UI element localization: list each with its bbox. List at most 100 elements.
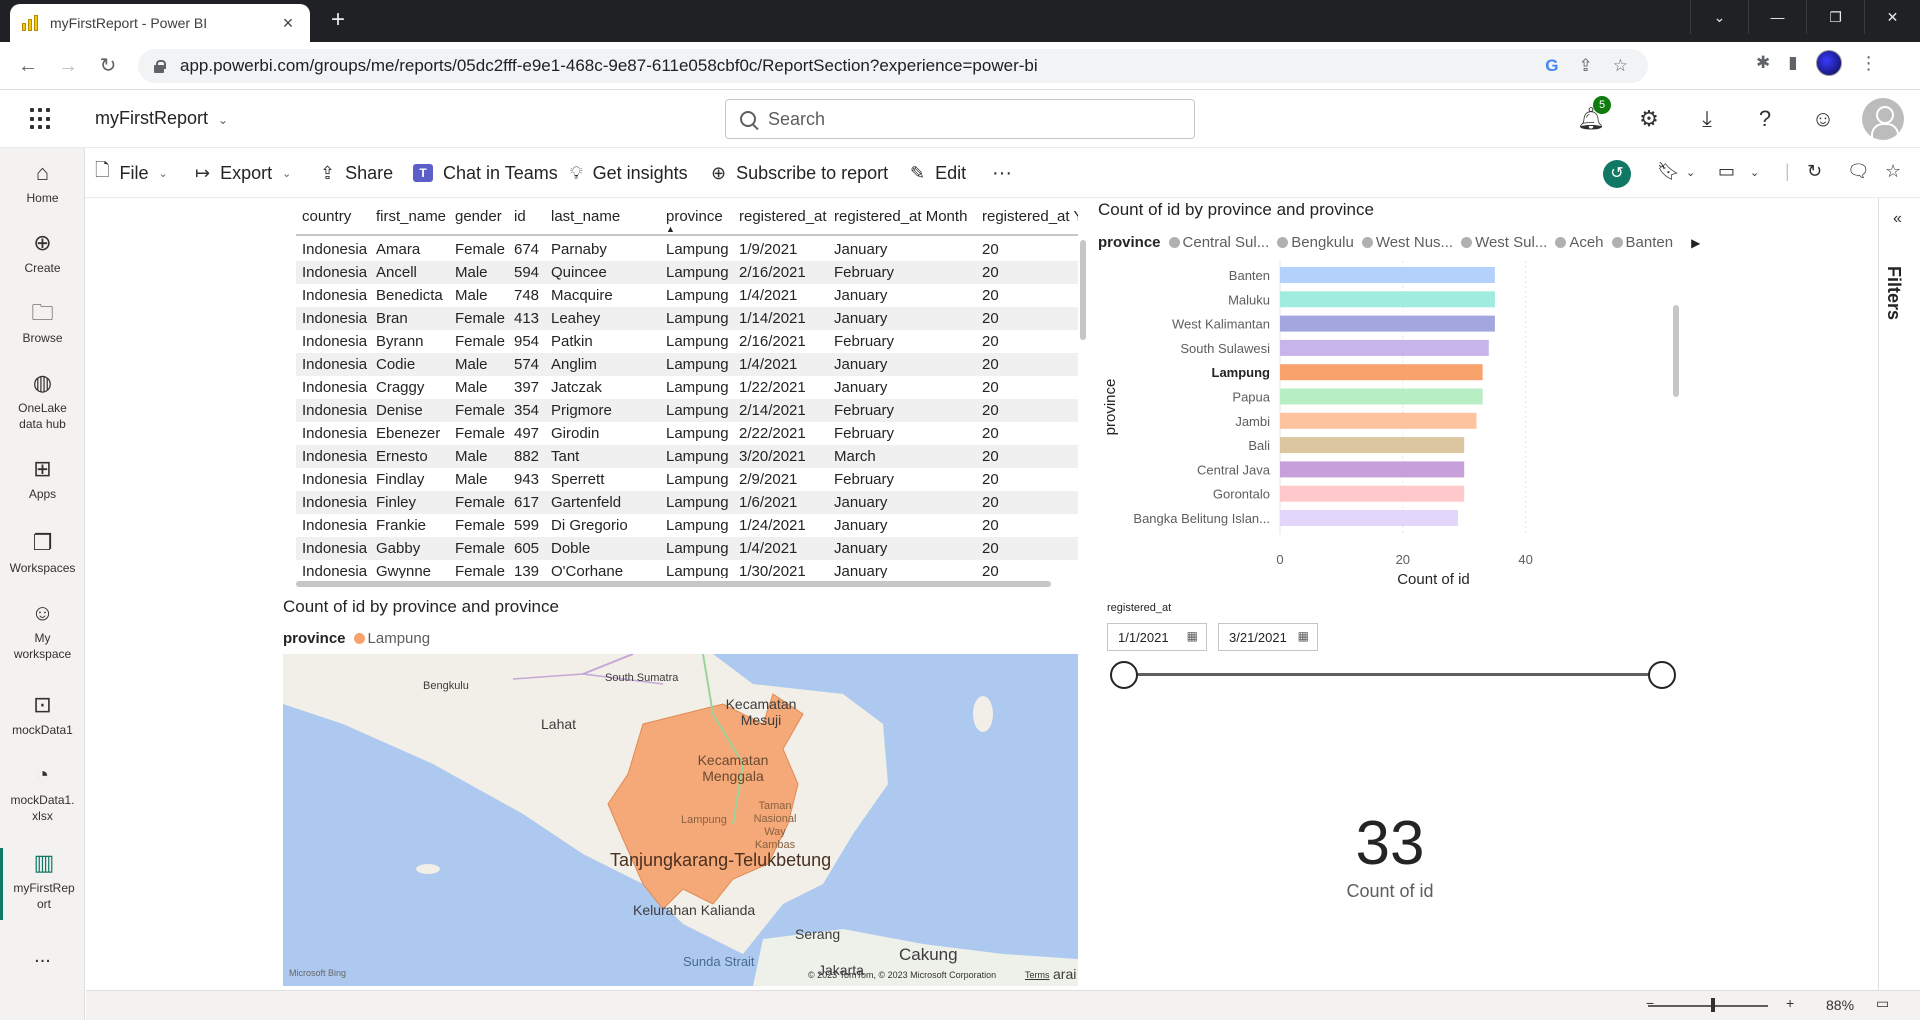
table-row[interactable]: Indonesia Ernesto Male 882 Tant Lampung 3/20/2… [296, 445, 1078, 468]
zoom-in-icon[interactable]: + [1786, 995, 1795, 1011]
bar[interactable] [1280, 291, 1495, 308]
lampung-region-shape[interactable] [607, 693, 804, 910]
bar-chart[interactable]: 0 20 40 Banten Maluku West Kalimantan South Su… [1098, 255, 1688, 595]
table-row[interactable]: Indonesia Frankie Female 599 Di Gregorio Lamp… [296, 514, 1078, 537]
chat-in-teams-button[interactable]: T Chat in Teams [413, 161, 558, 185]
calendar-icon[interactable]: ▦ [1297, 629, 1309, 643]
nav-onelake[interactable]: ◍ OneLake data hub [0, 370, 85, 432]
bar[interactable] [1280, 510, 1459, 526]
legend-item[interactable]: Banten [1625, 234, 1674, 251]
map-terms-link[interactable]: Terms [1025, 970, 1050, 980]
share-button[interactable]: ⇪ Share [320, 161, 393, 185]
more-options-icon[interactable]: ··· [992, 161, 1012, 184]
column-header[interactable]: registered_at Y [982, 208, 1078, 225]
table-row[interactable]: Indonesia Gwynne Female 139 O'Corhane Lampung… [296, 560, 1078, 578]
table-row[interactable]: Indonesia Ebenezer Female 497 Girodin Lampung… [296, 422, 1078, 445]
legend-item[interactable]: West Sul... [1475, 234, 1548, 251]
back-icon[interactable]: ← [18, 55, 38, 77]
google-icon[interactable]: G [1545, 56, 1559, 75]
help-icon[interactable]: ? [1758, 106, 1772, 131]
column-header[interactable]: registered_at [739, 208, 827, 225]
column-header[interactable]: gender [455, 208, 502, 225]
reload-icon[interactable]: ↻ [99, 55, 117, 77]
start-date-input[interactable]: 1/1/2021 ▦ [1107, 623, 1207, 651]
nav-apps[interactable]: ⊞ Apps [0, 456, 85, 502]
calendar-icon[interactable]: ▦ [1186, 629, 1198, 643]
search-input[interactable]: Search [725, 99, 1195, 139]
settings-gear-icon[interactable]: ⚙ [1639, 106, 1659, 131]
bar[interactable] [1280, 267, 1495, 283]
table-row[interactable]: Indonesia Gabby Female 605 Doble Lampung 1/4/2… [296, 537, 1078, 560]
profile-avatar[interactable] [1815, 50, 1842, 76]
table-row[interactable]: Indonesia Findlay Male 943 Sperrett Lampung 2/… [296, 468, 1078, 491]
tab-close-icon[interactable]: × [282, 12, 294, 33]
new-tab-icon[interactable]: + [330, 6, 345, 33]
notifications-bell-icon[interactable]: 🔔︎ 5 [1562, 96, 1620, 132]
nav-more-icon[interactable]: ... [34, 945, 51, 967]
nav-create[interactable]: ⊕ Create [0, 230, 85, 276]
comment-icon[interactable]: 🗨︎ [1847, 161, 1870, 181]
download-icon[interactable]: ⤓ [1702, 106, 1712, 131]
column-header[interactable]: registered_at Month [834, 208, 968, 225]
refresh-icon[interactable]: ↻ [1807, 161, 1823, 181]
minimize-icon[interactable]: — [1748, 0, 1806, 34]
feedback-smiley-icon[interactable]: ☺ [1811, 106, 1835, 131]
table-row[interactable]: Indonesia Denise Female 354 Prigmore Lampung 2… [296, 399, 1078, 422]
user-avatar[interactable] [1862, 98, 1904, 140]
side-panel-icon[interactable]: ▮ [1788, 53, 1798, 72]
table-row[interactable]: Indonesia Amara Female 674 Parnaby Lampung 1/9… [296, 238, 1078, 261]
legend-item[interactable]: West Nus... [1375, 234, 1454, 251]
legend-item[interactable]: Aceh [1569, 234, 1604, 251]
bar[interactable] [1280, 388, 1483, 405]
table-vertical-scrollbar[interactable] [1080, 240, 1086, 340]
export-menu[interactable]: ↦ Export ⌄ [195, 161, 291, 185]
chevron-down-icon[interactable]: ⌄ [1750, 167, 1760, 179]
bar[interactable] [1280, 339, 1489, 356]
favorite-star-icon[interactable]: ☆ [1885, 161, 1902, 181]
bar[interactable] [1280, 364, 1483, 381]
app-launcher-icon[interactable] [30, 108, 52, 130]
bar[interactable] [1280, 315, 1495, 332]
nav-my-workspace[interactable]: ☺ My workspace [0, 600, 85, 662]
get-insights-button[interactable]: 💡︎ Get insights [570, 161, 688, 185]
legend-item[interactable]: Central Sul... [1182, 234, 1270, 251]
subscribe-button[interactable]: ⊕ Subscribe to report [711, 161, 888, 185]
report-name-dropdown[interactable]: myFirstReport ⌄ [95, 108, 228, 129]
table-visual[interactable]: country first_name gender id last_name p… [296, 200, 1078, 590]
nav-workspaces[interactable]: ❐ Workspaces [0, 530, 85, 576]
nav-home[interactable]: ⌂ Home [0, 160, 85, 206]
forward-icon[interactable]: → [58, 55, 78, 77]
view-icon[interactable]: ▭ [1718, 161, 1736, 181]
map-visual[interactable]: Bengkulu South Sumatra Lahat Kecamatan M… [283, 654, 1078, 986]
column-header[interactable]: country [302, 208, 352, 225]
table-horizontal-scrollbar[interactable] [296, 581, 1051, 587]
legend-item[interactable]: Bengkulu [1291, 234, 1354, 251]
file-menu[interactable]: 🗋 File ⌄ [95, 160, 168, 185]
table-row[interactable]: Indonesia Codie Male 574 Anglim Lampung 1/4/20… [296, 353, 1078, 376]
window-close-icon[interactable]: ✕ [1864, 0, 1920, 34]
browser-menu-icon[interactable]: ⋮ [1859, 52, 1878, 73]
chevron-down-icon[interactable]: ⌄ [1686, 167, 1696, 179]
table-row[interactable]: Indonesia Ancell Male 594 Quincee Lampung 2/16… [296, 261, 1078, 284]
nav-myfirstreport[interactable]: ▥ myFirstRep ort [0, 848, 85, 920]
bar-chart-scrollbar[interactable] [1673, 305, 1679, 397]
legend-item[interactable]: Lampung [367, 630, 431, 647]
slider-end-handle[interactable] [1648, 661, 1676, 689]
collapse-chevron-icon[interactable]: « [1893, 210, 1902, 227]
share-page-icon[interactable]: ⇪ [1578, 56, 1593, 75]
column-header[interactable]: id [514, 208, 526, 225]
fit-to-page-icon[interactable]: ▭ [1876, 995, 1890, 1011]
date-slider-track[interactable] [1124, 673, 1662, 676]
table-row[interactable]: Indonesia Bran Female 413 Leahey Lampung 1/14/… [296, 307, 1078, 330]
table-row[interactable]: Indonesia Craggy Male 397 Jatczak Lampung 1/22… [296, 376, 1078, 399]
slider-start-handle[interactable] [1110, 661, 1138, 689]
table-row[interactable]: Indonesia Byrann Female 954 Patkin Lampung 2/1… [296, 330, 1078, 353]
column-header[interactable]: last_name [551, 208, 621, 225]
browser-tab[interactable]: myFirstReport - Power BI × [10, 4, 310, 42]
end-date-input[interactable]: 3/21/2021 ▦ [1218, 623, 1318, 651]
zoom-slider-handle[interactable] [1711, 998, 1715, 1012]
legend-next-icon[interactable]: ▶ [1691, 235, 1701, 250]
edit-button[interactable]: ✎ Edit [910, 161, 966, 185]
extensions-puzzle-icon[interactable]: ✱ [1756, 53, 1771, 72]
reset-icon[interactable]: ↺ [1603, 160, 1631, 188]
